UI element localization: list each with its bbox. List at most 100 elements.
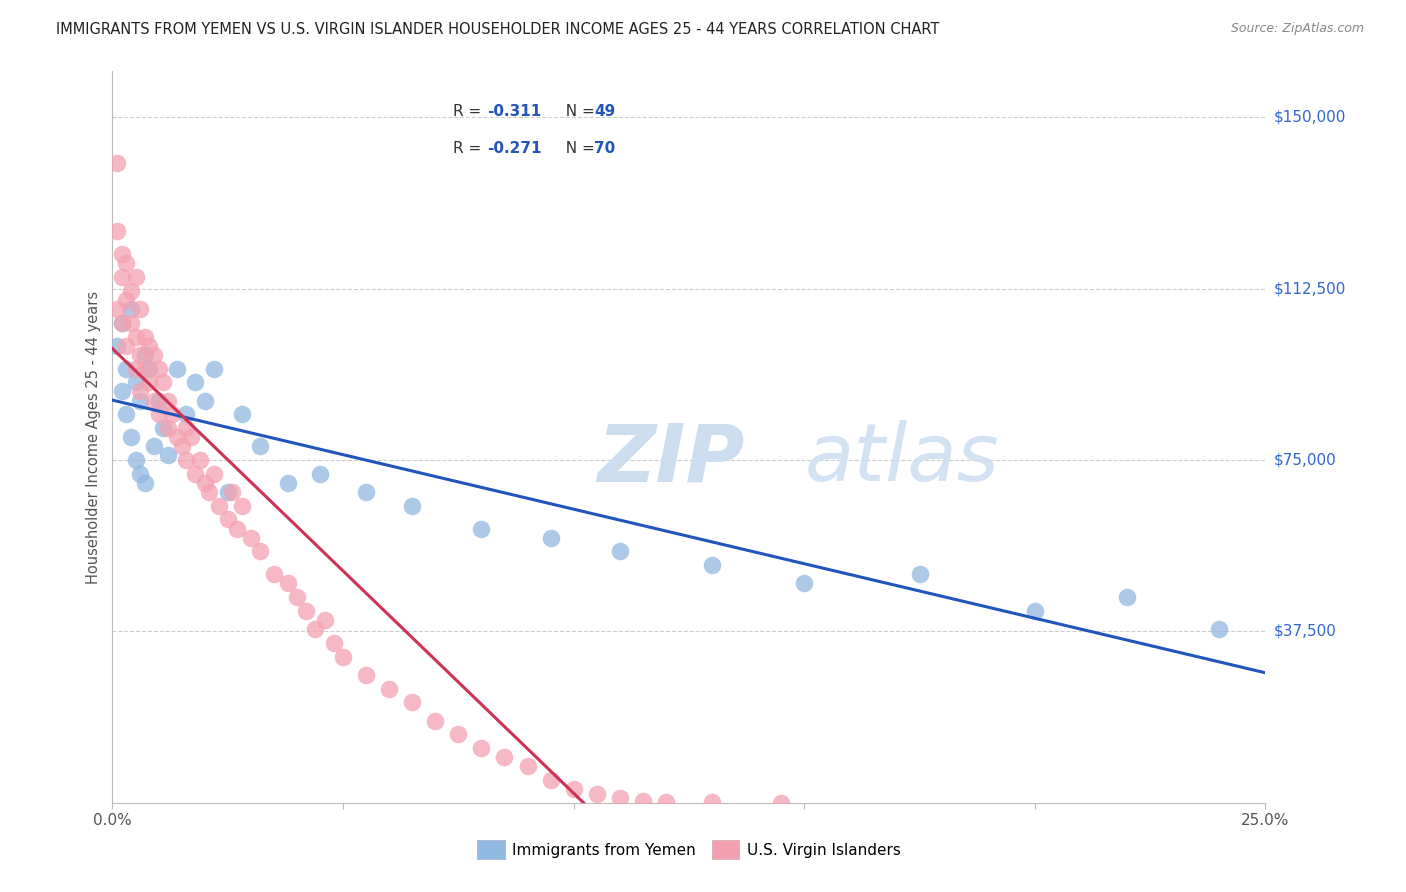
Point [401, 499, 423, 513]
Point [277, 576, 299, 591]
Point [152, 421, 174, 435]
Point [129, 384, 152, 399]
Point [285, 590, 308, 604]
Point [231, 499, 253, 513]
Point [1208, 622, 1230, 636]
Text: $75,000: $75,000 [1274, 452, 1337, 467]
Point [156, 393, 179, 408]
Point [129, 467, 152, 481]
Point [562, 782, 585, 797]
Point [249, 544, 271, 558]
Point [655, 795, 678, 809]
Text: R =: R = [453, 104, 485, 120]
Point [184, 467, 207, 481]
Text: 49: 49 [595, 104, 616, 120]
Y-axis label: Householder Income Ages 25 - 44 years: Householder Income Ages 25 - 44 years [86, 291, 101, 583]
Point [354, 667, 377, 681]
Point [111, 384, 134, 399]
Point [152, 375, 174, 389]
Point [174, 407, 197, 421]
Text: ZIP: ZIP [596, 420, 744, 498]
Point [217, 484, 239, 499]
Text: 70: 70 [595, 141, 616, 156]
Text: R =: R = [453, 141, 485, 156]
Point [1116, 590, 1139, 604]
Text: -0.271: -0.271 [488, 141, 541, 156]
Point [120, 284, 142, 298]
Text: atlas: atlas [804, 420, 1000, 498]
Point [166, 361, 188, 376]
Point [166, 430, 188, 444]
Point [188, 453, 211, 467]
Point [295, 604, 318, 618]
Point [111, 270, 134, 285]
Text: $150,000: $150,000 [1274, 110, 1346, 125]
Point [631, 793, 654, 807]
Point [162, 407, 184, 421]
Point [134, 329, 156, 343]
Text: N =: N = [557, 104, 600, 120]
Point [170, 439, 193, 453]
Point [239, 531, 262, 545]
Point [470, 521, 492, 535]
Point [470, 740, 492, 755]
Point [134, 348, 156, 362]
Point [148, 407, 170, 421]
Text: $112,500: $112,500 [1274, 281, 1346, 296]
Text: $37,500: $37,500 [1274, 624, 1337, 639]
Point [908, 567, 931, 582]
Point [322, 636, 344, 650]
Point [124, 361, 146, 376]
Point [148, 361, 170, 376]
Point [609, 544, 631, 558]
Point [105, 301, 128, 317]
Text: Source: ZipAtlas.com: Source: ZipAtlas.com [1230, 22, 1364, 36]
Point [540, 531, 562, 545]
Point [124, 270, 146, 285]
Point [115, 361, 138, 376]
Point [585, 787, 607, 801]
Point [217, 512, 239, 526]
Text: -0.311: -0.311 [488, 104, 541, 120]
Point [221, 484, 243, 499]
Point [540, 772, 562, 787]
Point [277, 475, 299, 490]
Point [378, 681, 401, 696]
Point [304, 622, 326, 636]
Point [120, 316, 142, 330]
Point [115, 338, 138, 352]
Legend: Immigrants from Yemen, U.S. Virgin Islanders: Immigrants from Yemen, U.S. Virgin Islan… [468, 831, 910, 868]
Point [124, 453, 146, 467]
Text: IMMIGRANTS FROM YEMEN VS U.S. VIRGIN ISLANDER HOUSEHOLDER INCOME AGES 25 - 44 YE: IMMIGRANTS FROM YEMEN VS U.S. VIRGIN ISL… [56, 22, 939, 37]
Point [138, 361, 160, 376]
Point [194, 475, 217, 490]
Point [226, 521, 249, 535]
Point [111, 316, 134, 330]
Point [309, 467, 332, 481]
Point [115, 256, 138, 270]
Point [793, 576, 815, 591]
Point [129, 348, 152, 362]
Point [129, 301, 152, 317]
Point [111, 316, 134, 330]
Point [138, 338, 160, 352]
Point [231, 407, 253, 421]
Point [124, 375, 146, 389]
Point [174, 421, 197, 435]
Point [134, 361, 156, 376]
Point [120, 301, 142, 317]
Point [401, 695, 423, 709]
Point [609, 791, 631, 805]
Point [314, 613, 336, 627]
Point [1024, 604, 1046, 618]
Point [202, 467, 225, 481]
Text: N =: N = [557, 141, 600, 156]
Point [129, 393, 152, 408]
Point [156, 448, 179, 462]
Point [115, 293, 138, 307]
Point [138, 375, 160, 389]
Point [174, 453, 197, 467]
Point [700, 558, 723, 573]
Point [494, 750, 516, 764]
Point [516, 759, 538, 773]
